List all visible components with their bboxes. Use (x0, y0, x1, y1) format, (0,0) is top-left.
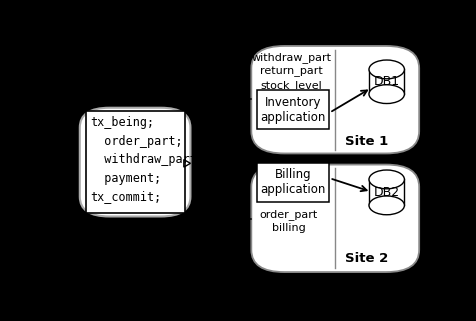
Text: DB2: DB2 (374, 186, 400, 199)
Text: order_part
billing: order_part billing (259, 209, 317, 233)
FancyBboxPatch shape (251, 46, 419, 153)
Bar (86, 111, 185, 213)
Polygon shape (369, 179, 405, 205)
Text: Site 1: Site 1 (345, 134, 388, 148)
Polygon shape (369, 69, 405, 94)
Text: tx_being;
  order_part;
  withdraw_part;
  payment;
tx_commit;: tx_being; order_part; withdraw_part; pay… (90, 117, 204, 204)
Bar (257, 91, 329, 129)
FancyBboxPatch shape (80, 108, 190, 216)
Ellipse shape (369, 85, 405, 104)
Text: Billing
application: Billing application (260, 169, 326, 196)
Bar (257, 163, 329, 202)
Text: withdraw_part
return_part
stock_level: withdraw_part return_part stock_level (251, 52, 331, 91)
Ellipse shape (369, 170, 405, 189)
Ellipse shape (369, 60, 405, 79)
Ellipse shape (369, 196, 405, 215)
Text: Site 2: Site 2 (345, 253, 388, 265)
FancyBboxPatch shape (251, 165, 419, 272)
Text: Inventory
application: Inventory application (260, 96, 326, 124)
Text: DB1: DB1 (374, 75, 400, 88)
